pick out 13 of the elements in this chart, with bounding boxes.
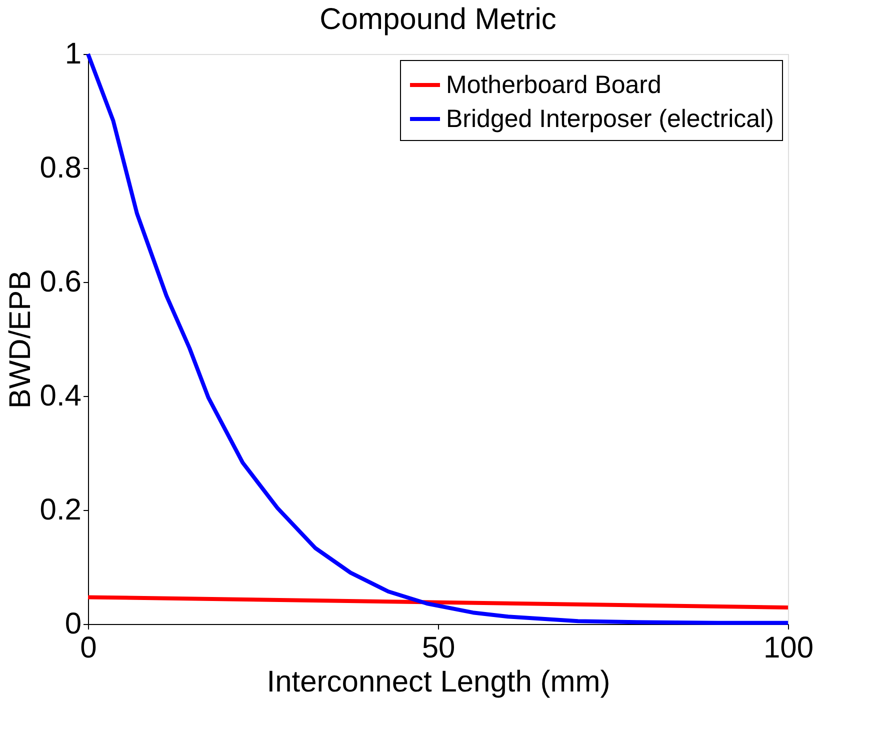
x-tick-label: 50	[422, 632, 456, 664]
x-axis-title: Interconnect Length (mm)	[266, 666, 610, 698]
legend-label: Motherboard Board	[446, 71, 662, 99]
y-tick-label: 0	[64, 608, 82, 640]
legend-label: Bridged Interposer (electrical)	[446, 105, 774, 133]
x-tick-label: 100	[763, 632, 814, 664]
y-tick-label: 0.2	[40, 494, 82, 526]
y-tick-label: 0.8	[40, 152, 82, 184]
chart-title: Compound Metric	[320, 3, 556, 36]
y-tick-label: 0.4	[40, 380, 82, 412]
y-tick-label: 1	[64, 38, 82, 70]
y-axis-title: BWD/EPB	[4, 270, 37, 409]
y-tick-label: 0.6	[40, 266, 82, 298]
